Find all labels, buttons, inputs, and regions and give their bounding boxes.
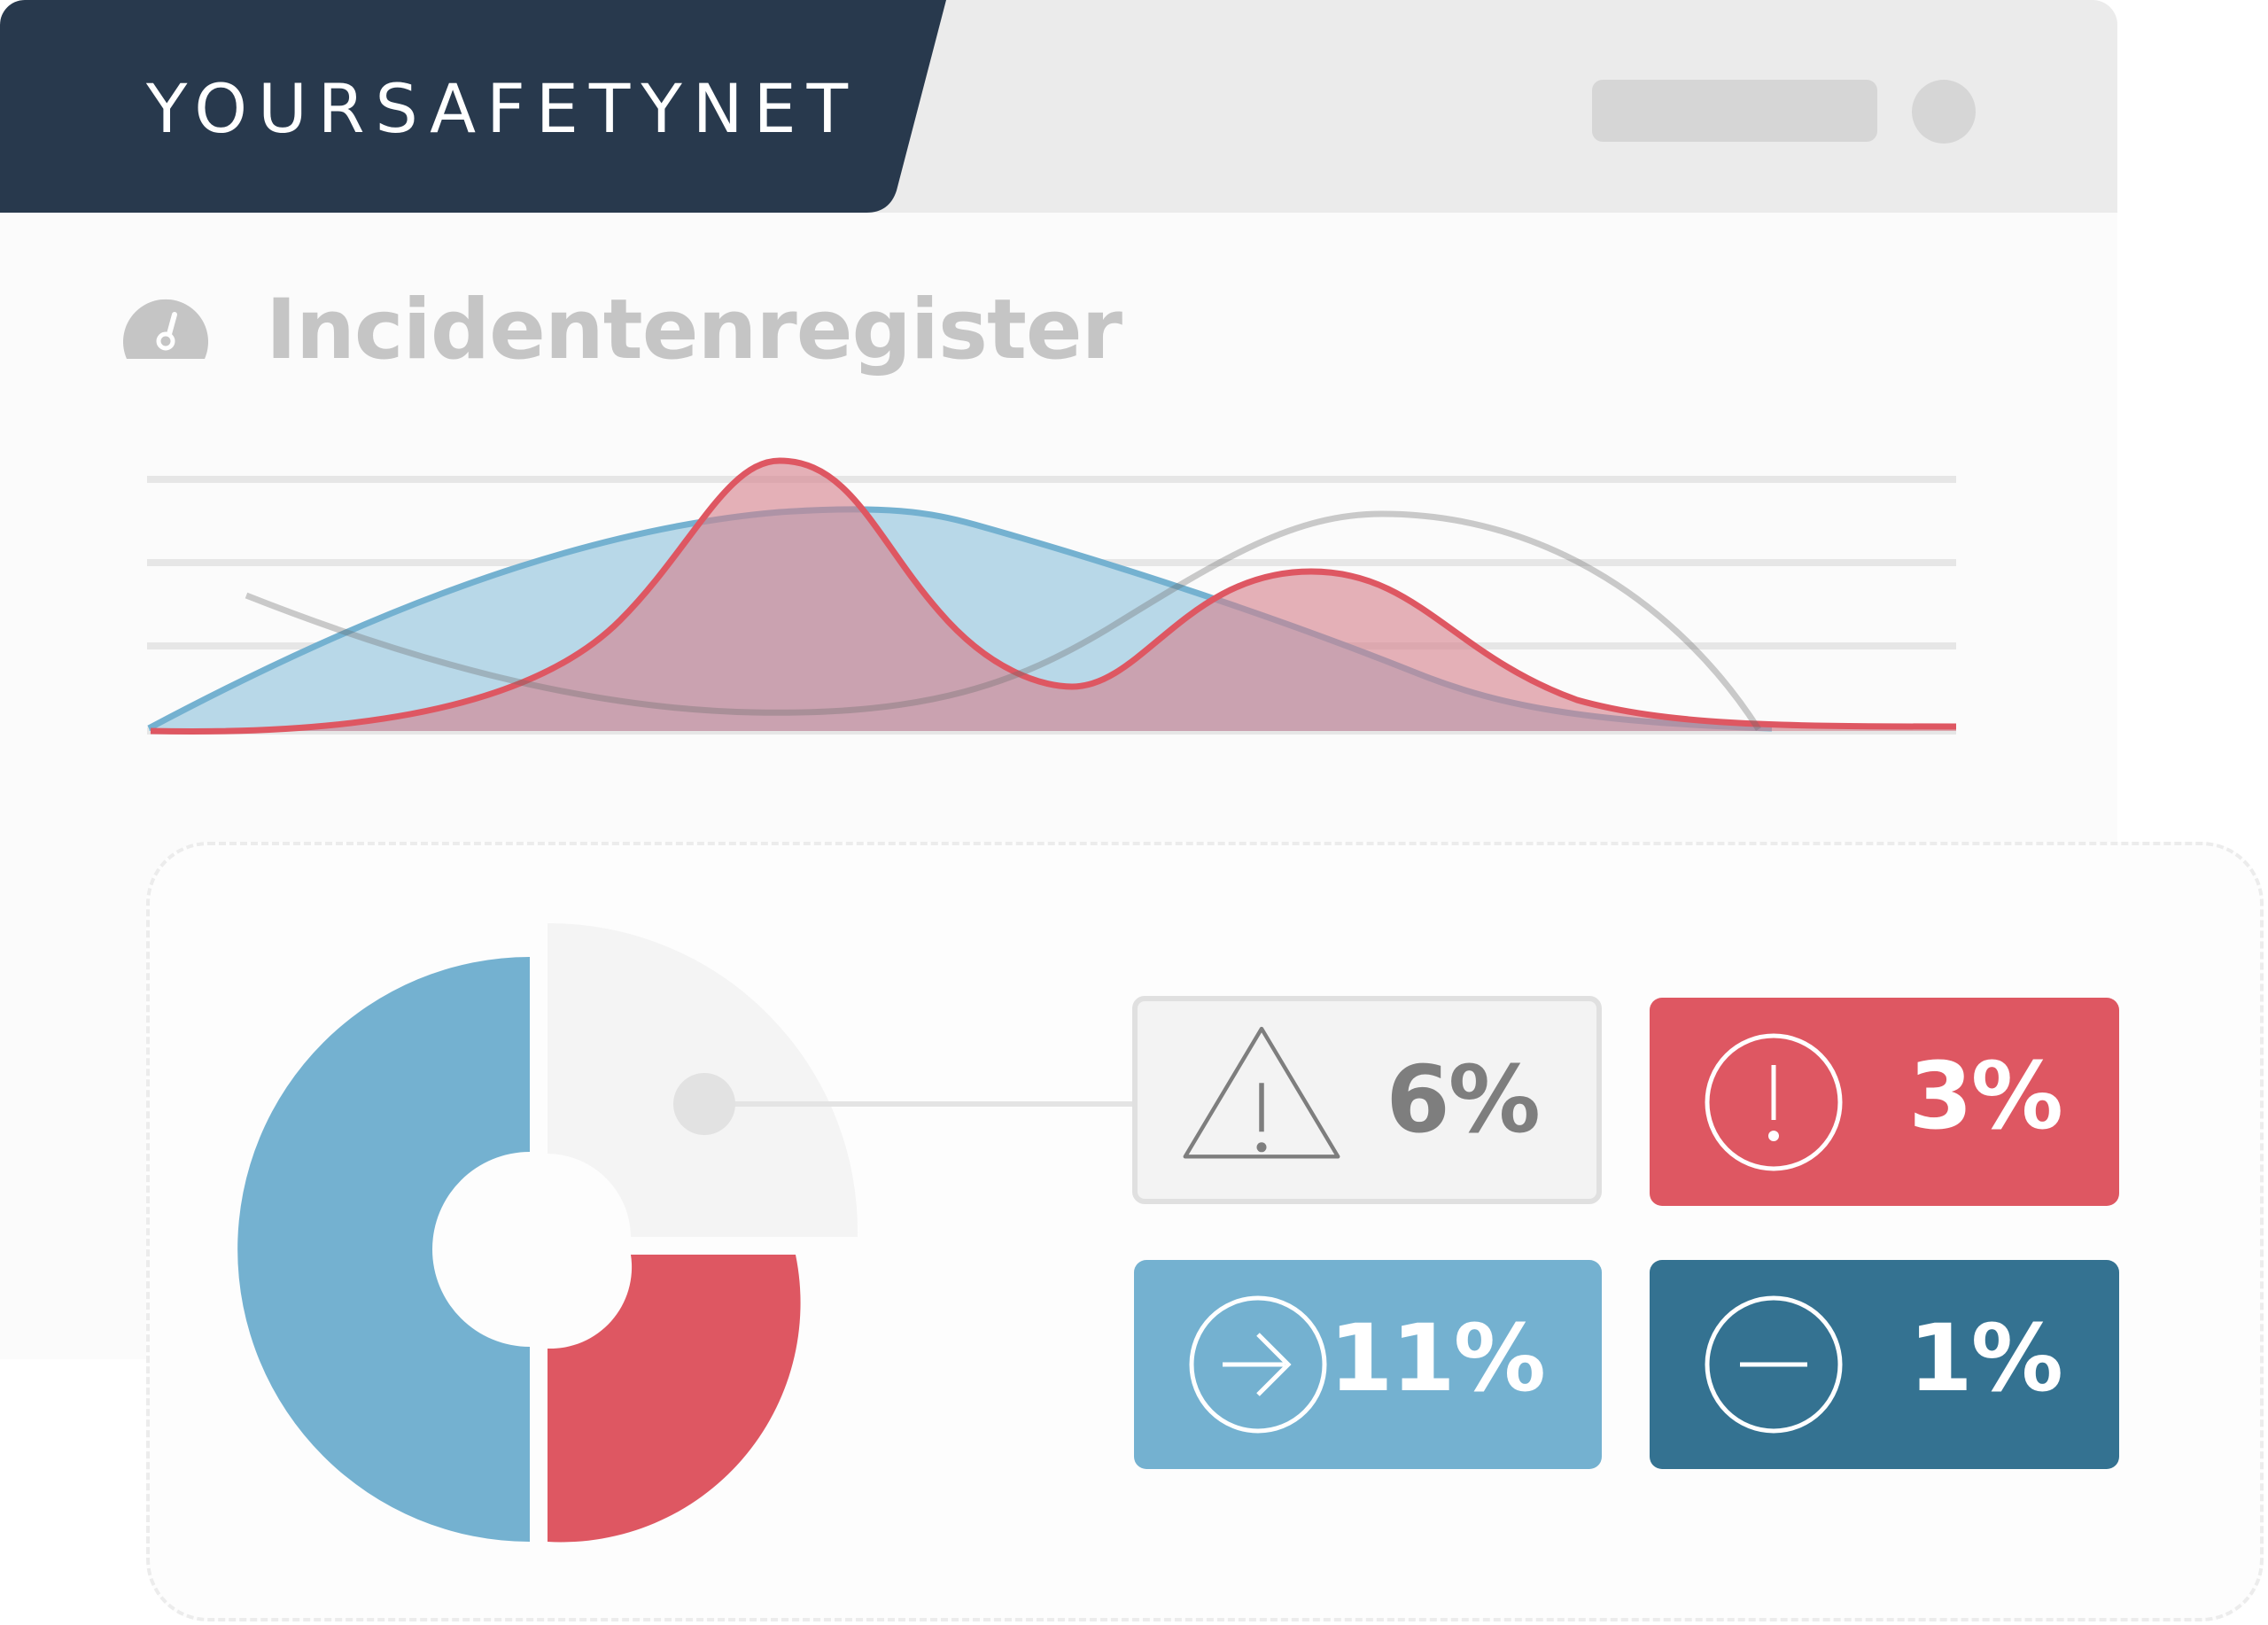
stat-card-closed[interactable]: 1% [1650,1260,2119,1469]
gray-line-series [245,510,1761,731]
dashboard-gauge-icon [123,299,209,359]
top-bar: YOURSAFETYNET [0,0,2117,213]
arrow-right-circle-icon [1189,1295,1327,1434]
address-bar[interactable] [1592,80,1877,142]
stat-card-warning[interactable]: 6% [1132,996,1602,1204]
stat-value: 3% [1908,1042,2063,1150]
stat-value: 11% [1329,1304,1546,1412]
donut-segment-red [548,1255,801,1543]
callout-dot [673,1073,735,1135]
stat-value: 6% [1386,1046,1541,1154]
brand-logo[interactable]: YOURSAFETYNET [146,69,859,148]
minus-circle-icon [1705,1295,1843,1434]
exclamation-circle-icon [1705,1033,1843,1171]
window-control-dot[interactable] [1912,80,1976,144]
page-title: Incidentenregister [266,282,1122,378]
warning-triangle-icon [1183,1026,1340,1159]
stat-value: 1% [1908,1304,2063,1412]
stat-card-critical[interactable]: 3% [1650,998,2119,1206]
incident-trend-chart [147,457,1957,735]
stat-card-forwarded[interactable]: 11% [1134,1260,1602,1469]
red-line-series [150,457,1957,735]
red-area-series [151,461,1956,732]
donut-segment-blue [237,957,530,1542]
brand-tab [0,0,946,213]
